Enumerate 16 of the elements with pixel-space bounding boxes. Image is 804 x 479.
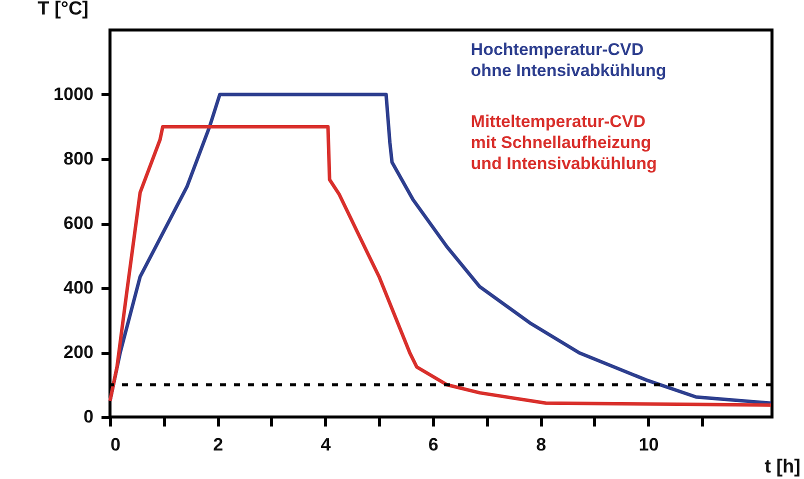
text: Mitteltemperatur-CVD mit Schnellaufheizung und Intensivabkühlung — [470, 112, 657, 173]
y-tick-label: 800 — [63, 148, 94, 168]
y-tick-label: 200 — [63, 342, 94, 362]
x-tick-label: 8 — [536, 434, 546, 454]
x-tick-label: 10 — [638, 434, 659, 454]
x-tick-label: 0 — [110, 434, 121, 454]
x-tick-label: 2 — [213, 434, 224, 454]
y-tick-label: 600 — [63, 213, 94, 233]
x-tick-label: 4 — [320, 434, 331, 454]
y-tick-label: 0 — [83, 406, 94, 426]
x-axis-title: t [h] — [764, 456, 800, 478]
y-tick-label: 400 — [63, 278, 94, 298]
x-tick-label: 6 — [428, 434, 438, 454]
y-axis-title: T [°C] — [38, 0, 88, 20]
y-tick-label: 1000 — [53, 84, 94, 104]
text: Hochtemperatur-CVD ohne Intensivabkühlung — [470, 40, 666, 80]
